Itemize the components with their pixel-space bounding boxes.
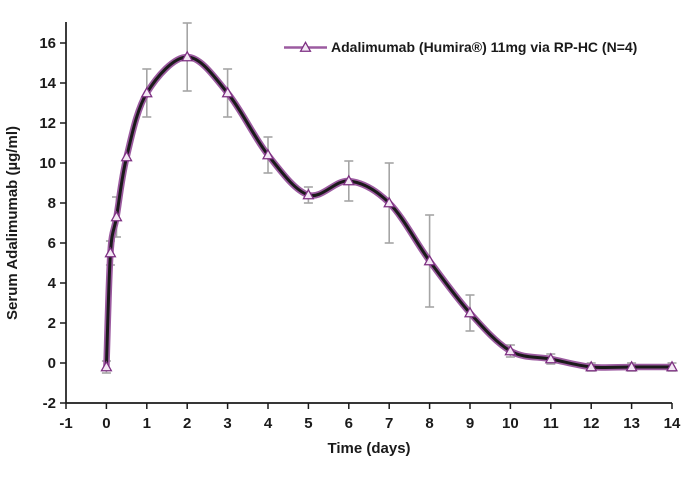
legend-group: Adalimumab (Humira®) 11mg via RP-HC (N=4… xyxy=(284,39,637,55)
y-tick-label: 12 xyxy=(39,115,56,132)
data-point-marker xyxy=(140,86,153,98)
y-tick-label: 6 xyxy=(48,235,56,252)
data-point-marker xyxy=(342,174,355,186)
markers-group xyxy=(100,50,679,372)
x-tick-label: 2 xyxy=(183,415,191,432)
data-point-marker xyxy=(104,246,117,258)
x-tick-label: 5 xyxy=(304,415,312,432)
data-point-marker xyxy=(544,352,557,364)
data-point-marker xyxy=(625,360,638,372)
x-tick-label: 9 xyxy=(466,415,474,432)
data-point-marker xyxy=(221,86,234,98)
x-tick-label: 4 xyxy=(264,415,273,432)
legend-marker xyxy=(299,40,312,52)
data-point-marker xyxy=(120,150,133,162)
x-tick-label: 13 xyxy=(623,415,640,432)
x-tick-label: 7 xyxy=(385,415,393,432)
y-tick-label: 10 xyxy=(39,155,56,172)
x-tick-label: 6 xyxy=(345,415,353,432)
x-tick-label: 10 xyxy=(502,415,519,432)
y-axis-label: Serum Adalimumab (µg/ml) xyxy=(4,126,21,320)
x-tick-label: 14 xyxy=(664,415,681,432)
data-point-marker xyxy=(585,360,598,372)
x-tick-label: 0 xyxy=(102,415,110,432)
legend-label: Adalimumab (Humira®) 11mg via RP-HC (N=4… xyxy=(331,39,637,55)
y-tick-label: -2 xyxy=(43,395,56,412)
y-tick-label: 8 xyxy=(48,195,56,212)
y-tick-label: 2 xyxy=(48,315,56,332)
data-point-marker xyxy=(463,306,477,318)
x-tick-label: 1 xyxy=(143,415,151,432)
x-tick-label: -1 xyxy=(59,415,72,432)
data-point-marker xyxy=(504,344,517,356)
x-axis-label: Time (days) xyxy=(327,440,410,457)
data-point-marker xyxy=(110,210,123,222)
data-point-marker xyxy=(181,50,194,62)
data-point-marker xyxy=(665,360,679,372)
data-point-marker xyxy=(302,188,315,200)
y-tick-label: 14 xyxy=(39,75,56,92)
data-point-marker xyxy=(383,196,396,208)
data-point-marker xyxy=(423,254,436,266)
x-tick-label: 3 xyxy=(223,415,231,432)
y-tick-label: 0 xyxy=(48,355,56,372)
y-tick-label: 4 xyxy=(48,275,57,292)
x-tick-label: 8 xyxy=(425,415,433,432)
x-tick-label: 12 xyxy=(583,415,600,432)
x-tick-label: 11 xyxy=(543,415,559,432)
data-point-marker xyxy=(261,148,275,160)
data-point-marker xyxy=(100,360,113,372)
y-tick-label: 16 xyxy=(39,35,56,52)
